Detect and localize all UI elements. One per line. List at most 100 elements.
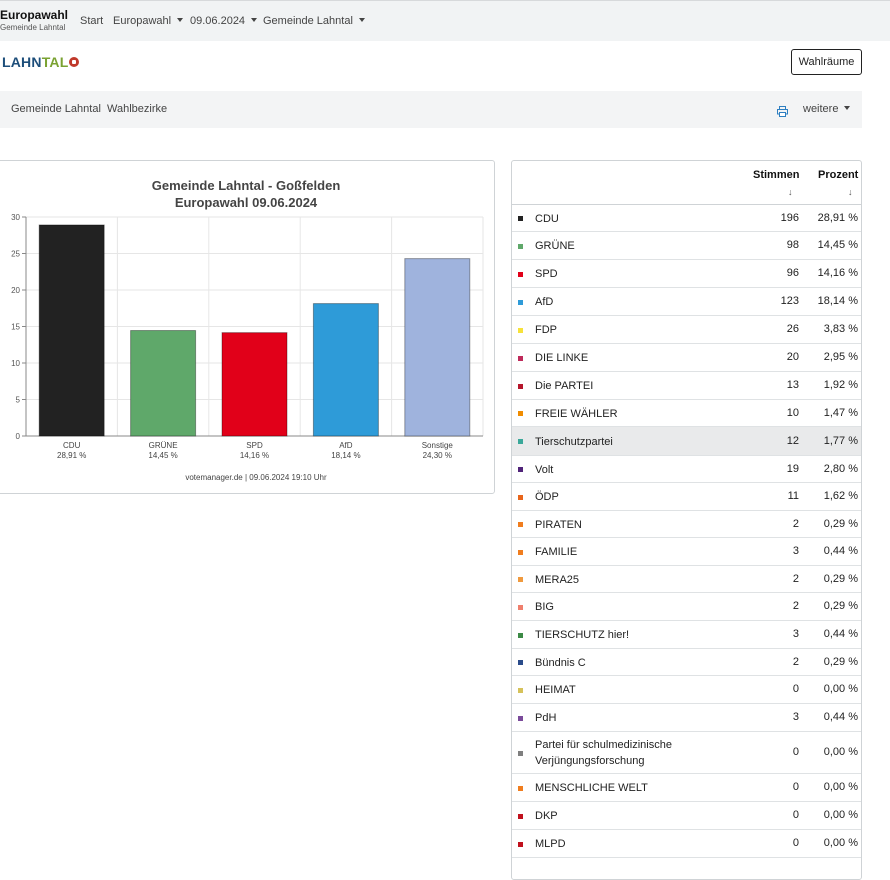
party-percent: 1,77 % bbox=[823, 434, 858, 447]
bar-value-label: 18,14 % bbox=[331, 451, 360, 460]
header-prozent[interactable]: Prozent bbox=[818, 169, 859, 181]
subnav-wahlbezirke[interactable]: Wahlbezirke bbox=[107, 103, 168, 115]
party-name: Partei für schulmedizinische Verjüngungs… bbox=[535, 739, 672, 767]
y-tick-label: 15 bbox=[11, 323, 20, 332]
party-color-swatch bbox=[518, 841, 523, 847]
table-row[interactable]: HEIMAT 0 0,00 % bbox=[512, 676, 861, 704]
party-name: GRÜNE bbox=[535, 240, 575, 252]
party-color-swatch bbox=[518, 715, 523, 721]
table-row[interactable]: BIG 2 0,29 % bbox=[512, 593, 861, 621]
party-name: PIRATEN bbox=[535, 518, 582, 531]
table-row[interactable]: Die PARTEI 13 1,92 % bbox=[512, 372, 861, 400]
party-votes: 12 bbox=[786, 434, 799, 447]
caret-down-icon bbox=[177, 18, 184, 22]
party-votes: 96 bbox=[786, 267, 799, 279]
party-votes: 11 bbox=[787, 490, 799, 502]
wahlraeume-button[interactable]: Wahlräume bbox=[791, 49, 862, 75]
table-row[interactable]: PIRATEN 2 0,29 % bbox=[512, 511, 861, 538]
y-tick-label: 20 bbox=[11, 286, 20, 295]
y-tick-label: 0 bbox=[16, 432, 21, 441]
chart-subtitle: Europawahl 09.06.2024 bbox=[175, 195, 318, 210]
party-name: BIG bbox=[535, 601, 554, 613]
y-tick-label: 5 bbox=[16, 396, 21, 405]
results-table: Stimmen Prozent ↓ ↓ CDU 196 28,91 % GRÜNE 98… bbox=[511, 160, 862, 880]
party-name: CDU bbox=[535, 212, 559, 225]
table-row[interactable]: AfD 123 18,14 % bbox=[512, 288, 861, 316]
party-votes: 0 bbox=[792, 837, 799, 849]
table-row[interactable]: DIE LINKE 20 2,95 % bbox=[512, 344, 861, 372]
party-votes: 10 bbox=[786, 406, 799, 419]
table-row[interactable]: TIERSCHUTZ hier! 3 0,44 % bbox=[512, 621, 861, 649]
y-tick-label: 25 bbox=[11, 250, 20, 259]
table-row[interactable]: FREIE WÄHLER 10 1,47 % bbox=[512, 400, 861, 427]
party-percent: 0,00 % bbox=[823, 809, 858, 821]
nav-start[interactable]: Start bbox=[80, 15, 104, 27]
weitere-dropdown[interactable]: weitere bbox=[803, 103, 851, 115]
party-color-swatch bbox=[518, 785, 523, 791]
table-row[interactable]: ÖDP 11 1,62 % bbox=[512, 483, 861, 511]
party-name: HEIMAT bbox=[535, 684, 576, 696]
nav-europawahl-dropdown[interactable]: Europawahl bbox=[113, 15, 184, 27]
party-percent: 1,47 % bbox=[823, 406, 858, 419]
table-row[interactable]: MENSCHLICHE WELT 0 0,00 % bbox=[512, 774, 861, 802]
party-percent: 2,95 % bbox=[823, 351, 858, 363]
logo-text-part2: TAL bbox=[41, 54, 69, 70]
party-percent: 3,83 % bbox=[823, 323, 858, 335]
nav-date-dropdown[interactable]: 09.06.2024 bbox=[190, 15, 258, 27]
party-votes: 20 bbox=[786, 351, 799, 363]
party-color-swatch bbox=[518, 813, 523, 819]
bar-grüne bbox=[130, 330, 197, 437]
bar-chart: Gemeinde Lahntal - Goßfelden Europawahl 0… bbox=[11, 178, 484, 482]
bar-afd bbox=[312, 303, 379, 437]
caret-down-icon bbox=[251, 18, 258, 22]
table-row[interactable]: SPD 96 14,16 % bbox=[512, 260, 861, 288]
party-percent: 2,80 % bbox=[823, 462, 858, 475]
party-color-swatch bbox=[518, 355, 523, 361]
party-color-swatch bbox=[518, 660, 523, 665]
table-row[interactable]: CDU 196 28,91 % bbox=[512, 205, 861, 232]
x-tick-label: AfD bbox=[339, 441, 353, 450]
party-votes: 26 bbox=[786, 323, 799, 335]
header-stimmen[interactable]: Stimmen bbox=[753, 169, 800, 181]
party-percent: 18,14 % bbox=[817, 295, 858, 307]
party-name: FDP bbox=[535, 324, 557, 336]
table-row[interactable]: FDP 26 3,83 % bbox=[512, 316, 861, 344]
subnav-gemeinde-lahntal[interactable]: Gemeinde Lahntal bbox=[11, 103, 101, 115]
table-header-divider bbox=[512, 204, 861, 205]
party-percent: 1,92 % bbox=[823, 379, 858, 391]
party-color-swatch bbox=[518, 383, 523, 389]
table-row[interactable]: MERA25 2 0,29 % bbox=[512, 566, 861, 593]
table-row[interactable]: MLPD 0 0,00 % bbox=[512, 830, 861, 858]
table-row[interactable]: GRÜNE 98 14,45 % bbox=[512, 232, 861, 260]
party-votes: 3 bbox=[792, 711, 799, 723]
party-votes: 0 bbox=[792, 809, 799, 821]
nav-gemeinde-dropdown[interactable]: Gemeinde Lahntal bbox=[263, 15, 365, 27]
sort-arrow-icon[interactable]: ↓ bbox=[848, 187, 853, 197]
table-row[interactable]: DKP 0 0,00 % bbox=[512, 802, 861, 830]
party-name: FAMILIE bbox=[535, 546, 578, 558]
party-votes: 2 bbox=[792, 572, 799, 585]
party-votes: 123 bbox=[780, 295, 799, 307]
table-row[interactable]: Volt 19 2,80 % bbox=[512, 456, 861, 483]
party-name: Tierschutzpartei bbox=[535, 435, 613, 448]
party-percent: 0,29 % bbox=[823, 655, 858, 668]
party-color-swatch bbox=[518, 439, 523, 444]
party-percent: 1,62 % bbox=[823, 490, 858, 502]
party-percent: 0,44 % bbox=[823, 628, 858, 640]
party-votes: 0 bbox=[792, 683, 799, 695]
print-icon[interactable] bbox=[777, 104, 788, 122]
table-row[interactable]: PdH 3 0,44 % bbox=[512, 704, 861, 732]
caret-down-icon bbox=[844, 106, 851, 110]
table-row[interactable]: FAMILIE 3 0,44 % bbox=[512, 538, 861, 566]
table-row[interactable]: Tierschutzpartei 12 1,77 % bbox=[512, 427, 861, 456]
lahntal-logo[interactable]: LAHNTAL bbox=[2, 54, 80, 70]
brand[interactable]: Europawahl Gemeinde Lahntal bbox=[0, 9, 68, 33]
party-name: PdH bbox=[535, 712, 557, 724]
table-row[interactable]: Partei für schulmedizinische Verjüngungs… bbox=[512, 732, 861, 774]
sort-arrow-icon[interactable]: ↓ bbox=[788, 187, 793, 197]
top-navbar: Europawahl Gemeinde Lahntal Start Europa… bbox=[0, 0, 890, 41]
x-tick-label: GRÜNE bbox=[149, 441, 178, 450]
party-color-swatch bbox=[518, 687, 523, 693]
party-percent: 0,44 % bbox=[823, 711, 858, 723]
table-row[interactable]: Bündnis C 2 0,29 % bbox=[512, 649, 861, 676]
